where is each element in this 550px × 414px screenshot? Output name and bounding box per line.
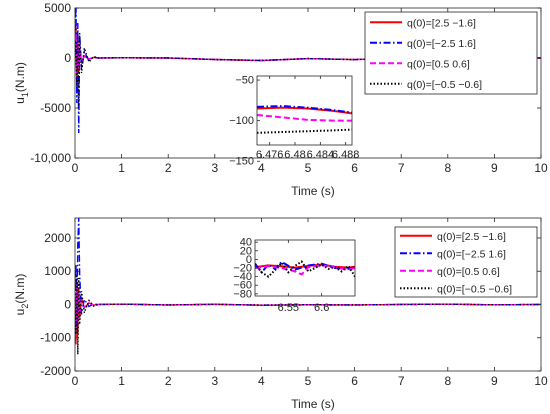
y-axis-title-subscript: 1 [20, 92, 30, 97]
x-tick-label: 0 [72, 161, 79, 175]
y-axis-title-subscript: 2 [20, 304, 30, 309]
x-tick-label: 0 [72, 374, 79, 388]
y-axis-title: u1(N.m) [13, 62, 30, 104]
legend: q(0)=[2.5 −1.6] q(0)=[−2.5 1.6] q(0)=[0.5 … [394, 226, 538, 298]
legend-box [364, 11, 538, 95]
x-tick-label: 10 [534, 161, 548, 175]
x-tick-label: 8 [444, 161, 451, 175]
y-tick-label: 5000 [44, 1, 71, 15]
zoom-background [257, 76, 352, 145]
y-tick-label: -1000 [40, 331, 71, 345]
legend-label-2: q(0)=[0.5 0.6] [437, 266, 500, 278]
y-tick-label: -10,000 [30, 151, 71, 165]
x-tick-label: 2 [165, 161, 172, 175]
legend-label-1: q(0)=[−2.5 1.6] [407, 38, 476, 50]
x-tick-label: 5 [305, 374, 312, 388]
x-axis-title: Time (s) [291, 397, 335, 411]
zoom-y-tick-label: −150 [229, 156, 254, 168]
y-tick-label: -5000 [40, 101, 71, 115]
x-tick-label: 9 [491, 374, 498, 388]
x-tick-label: 7 [398, 374, 405, 388]
x-tick-label: 4 [258, 161, 265, 175]
zoom-x-tick-label: 6.48 [284, 149, 305, 161]
zoom-series-line-3 [255, 260, 355, 278]
series-line-3 [75, 274, 541, 355]
x-tick-label: 9 [491, 161, 498, 175]
y-axis-title-symbol: u [13, 309, 27, 316]
zoom-x-tick-label: 6.476 [256, 149, 284, 161]
y-axis-title: u2(N.m) [13, 274, 30, 316]
zoom-series-group [255, 260, 355, 278]
legend-label-3: q(0)=[−0.5 −0.6] [407, 79, 482, 91]
zoom-y-tick-label: 20 [240, 245, 252, 257]
y-axis-title-unit: (N.m) [13, 62, 27, 92]
x-tick-label: 10 [534, 374, 548, 388]
x-tick-label: 1 [118, 161, 125, 175]
x-tick-label: 4 [258, 374, 265, 388]
legend: q(0)=[2.5 −1.6] q(0)=[−2.5 1.6] q(0)=[0.5 … [364, 11, 538, 95]
x-tick-label: 6 [351, 161, 358, 175]
x-axis-title: Time (s) [291, 184, 335, 198]
zoom-series-line-2 [257, 113, 352, 122]
x-tick-label: 1 [118, 374, 125, 388]
zoom-x-tick-label: 6.484 [307, 149, 335, 161]
legend-label-3: q(0)=[−0.5 −0.6] [437, 283, 512, 295]
zoom-y-tick-label: −20 [233, 263, 252, 275]
x-tick-label: 3 [211, 161, 218, 175]
zoom-y-tick-label: 40 [240, 237, 252, 249]
x-tick-label: 2 [165, 374, 172, 388]
zoom-y-tick-label: 0 [246, 254, 252, 266]
zoom-series-line-1 [257, 105, 352, 114]
x-tick-label: 5 [305, 161, 312, 175]
zoom-y-tick-label: −60 [233, 280, 252, 292]
zoom-x-tick-label: 6.55 [278, 302, 299, 314]
x-tick-label: 7 [398, 161, 405, 175]
legend-label-0: q(0)=[2.5 −1.6] [437, 231, 506, 243]
zoom-y-tick-label: −40 [233, 271, 252, 283]
x-tick-label: 6 [351, 374, 358, 388]
y-tick-label: 0 [64, 51, 71, 65]
bottom-panel: 0 1 2 3 4 5 6 7 8 9 10 -2000 -1000 0 1000 2000 Time (s) u… [13, 217, 548, 411]
zoom-y-tick-label: −100 [229, 115, 254, 127]
y-tick-label: 2000 [44, 231, 71, 245]
x-tick-label: 3 [211, 374, 218, 388]
y-axis-title-unit: (N.m) [13, 274, 27, 304]
zoom-series-group [257, 105, 352, 134]
y-axis-title-symbol: u [13, 97, 27, 104]
zoom-y-tick-label: −80 [233, 288, 252, 300]
zoom-x-tick-label: 6.488 [332, 149, 360, 161]
y-tick-label: -2000 [40, 364, 71, 378]
legend-label-1: q(0)=[−2.5 1.6] [437, 248, 506, 260]
zoom-x-tick-label: 6.6 [314, 302, 329, 314]
x-tick-label: 8 [444, 374, 451, 388]
legend-label-2: q(0)=[0.5 0.6] [407, 58, 470, 70]
legend-label-0: q(0)=[2.5 −1.6] [407, 17, 476, 29]
y-tick-label: 1000 [44, 264, 71, 278]
y-tick-label: 0 [64, 297, 71, 311]
zoom-y-tick-label: −50 [235, 75, 254, 87]
series-group [75, 218, 541, 355]
legend-box [394, 226, 538, 298]
zoom-series-line-2 [255, 264, 355, 276]
zoom-frame [256, 75, 353, 146]
